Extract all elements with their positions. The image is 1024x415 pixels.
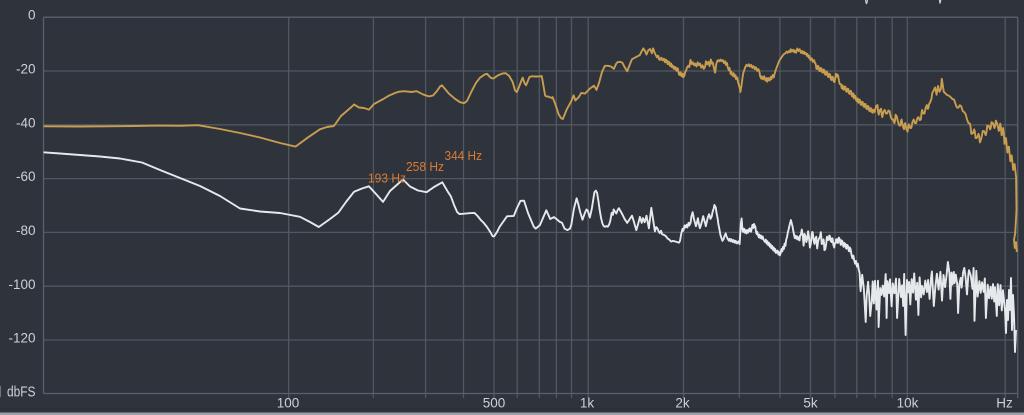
svg-text:-20: -20 bbox=[16, 62, 36, 77]
svg-text:344 Hz: 344 Hz bbox=[445, 148, 483, 163]
svg-text:258 Hz: 258 Hz bbox=[406, 159, 444, 174]
svg-text:Hz: Hz bbox=[996, 396, 1013, 411]
svg-text:2k: 2k bbox=[675, 396, 690, 411]
svg-text:10k: 10k bbox=[897, 396, 919, 411]
svg-text:-80: -80 bbox=[16, 223, 36, 238]
svg-text:dbFS: dbFS bbox=[7, 384, 36, 401]
svg-text:-120: -120 bbox=[8, 330, 35, 345]
svg-text:-40: -40 bbox=[16, 115, 36, 130]
svg-text:-60: -60 bbox=[16, 169, 36, 184]
svg-text:500: 500 bbox=[483, 396, 506, 411]
svg-text:1k: 1k bbox=[580, 396, 595, 411]
svg-text:0: 0 bbox=[28, 8, 36, 23]
svg-text:193 Hz: 193 Hz bbox=[368, 171, 406, 186]
svg-text:5k: 5k bbox=[803, 396, 818, 411]
svg-text:-100: -100 bbox=[8, 277, 35, 292]
svg-text:100: 100 bbox=[277, 396, 300, 411]
